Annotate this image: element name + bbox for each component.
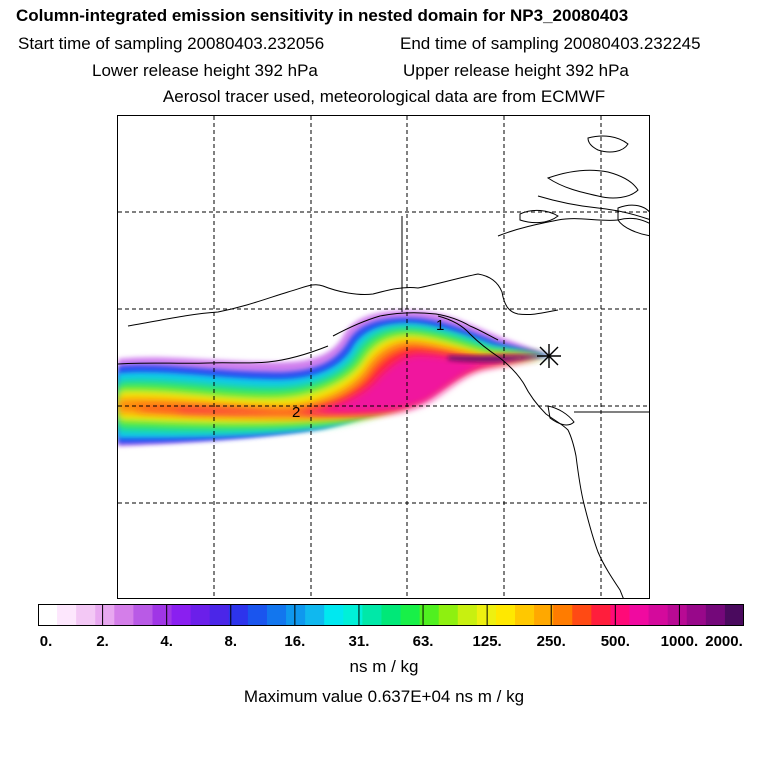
colorbar-tick-label: 1000.: [660, 633, 699, 650]
star-icon: [537, 344, 561, 368]
colorbar-cell: [324, 604, 344, 626]
cluster-label-2: 2: [292, 404, 300, 421]
arctic-island-4: [519, 209, 559, 224]
colorbar-cell: [495, 604, 516, 626]
colorbar-tick-label: 125.: [472, 633, 502, 650]
colorbar-cell: [286, 604, 306, 626]
colorbar-cell: [343, 604, 363, 626]
colorbar-cell: [610, 604, 631, 626]
colorbar-cell: [38, 604, 58, 626]
colorbar-cell: [629, 604, 650, 626]
map-panel: 1 2: [117, 115, 650, 599]
colorbar-cell: [419, 604, 440, 626]
lower-release-label: Lower release height 392 hPa: [92, 61, 318, 80]
coastlines: [118, 135, 649, 598]
chart-title: Column-integrated emission sensitivity i…: [16, 6, 629, 25]
colorbar-cell: [400, 604, 421, 626]
arctic-island-2: [587, 135, 629, 153]
colorbar-cell: [152, 604, 173, 626]
upper-release-label: Upper release height 392 hPa: [403, 61, 629, 80]
colorbar-cell: [190, 604, 211, 626]
aleutian-chain: [118, 345, 329, 365]
alaska-coast: [127, 273, 559, 327]
colorbar-tick-label: 31.: [348, 633, 370, 650]
colorbar-cell: [228, 604, 249, 626]
colorbar-cell: [572, 604, 592, 626]
alaska-south-coast: [332, 312, 499, 341]
colorbar-cell: [114, 604, 134, 626]
max-value-label: Maximum value 0.637E+04 ns m / kg: [243, 687, 525, 706]
colorbar-cell: [648, 604, 669, 626]
emission-plume: [118, 310, 552, 446]
graticule: [118, 116, 649, 598]
plume-band-magenta: [178, 354, 538, 413]
colorbar-tick-label: 500.: [600, 633, 630, 650]
colorbar-cell: [247, 604, 268, 626]
colorbar-units: ns m / kg: [349, 657, 419, 676]
colorbar-cell: [305, 604, 325, 626]
colorbar-cell: [362, 604, 383, 626]
tracer-info-label: Aerosol tracer used, meteorological data…: [162, 87, 606, 106]
colorbar-cell: [553, 604, 573, 626]
colorbar-tick-label: 16.: [284, 633, 306, 650]
colorbar-cell: [57, 604, 77, 626]
colorbar-cell: [724, 604, 744, 626]
end-sampling-label: End time of sampling 20080403.232245: [400, 34, 701, 53]
colorbar-tick-label: 2.: [96, 633, 109, 650]
colorbar-tick-label: 0.: [39, 633, 53, 650]
colorbar-cell: [591, 604, 612, 626]
map-canvas: 1 2: [118, 116, 649, 598]
colorbar-cell: [133, 604, 154, 626]
colorbar: [38, 604, 744, 626]
vancouver-island: [547, 405, 575, 426]
colorbar-cell: [171, 604, 192, 626]
colorbar-cell: [76, 604, 96, 626]
arctic-island-3: [617, 204, 649, 237]
colorbar-tick-label: 4.: [160, 633, 173, 650]
colorbar-cell: [667, 604, 688, 626]
colorbar-tick-label: 250.: [536, 633, 566, 650]
colorbar-cell: [534, 604, 554, 626]
colorbar-cell: [705, 604, 726, 626]
arctic-coast: [497, 217, 649, 237]
arctic-island-1: [546, 169, 639, 199]
start-sampling-label: Start time of sampling 20080403.232056: [18, 34, 325, 53]
plume-band-purple-core: [448, 356, 550, 362]
colorbar-cell: [266, 604, 287, 626]
colorbar-cell: [686, 604, 707, 626]
colorbar-cell: [438, 604, 459, 626]
colorbar-cell: [381, 604, 402, 626]
colorbar-cell: [95, 604, 115, 626]
colorbar-cell: [209, 604, 230, 626]
colorbar-tick-label: 8.: [224, 633, 238, 650]
colorbar-cell: [457, 604, 478, 626]
colorbar-cell: [515, 604, 535, 626]
colorbar-tick-label: 63.: [412, 633, 434, 650]
cluster-label-1: 1: [436, 317, 444, 334]
colorbar-tick-label: 2000.: [705, 633, 743, 650]
mainland-coast-north: [537, 195, 649, 220]
